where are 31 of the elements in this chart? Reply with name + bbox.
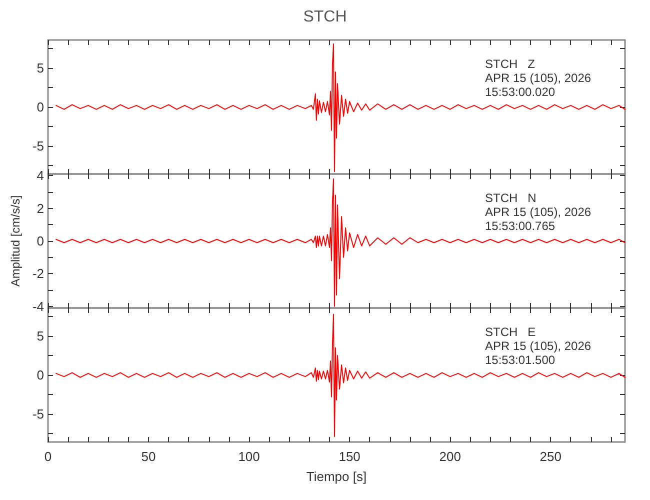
- y-tick-label: -5: [32, 406, 44, 422]
- y-tick-label: -4: [32, 298, 44, 314]
- y-tick-label: -5: [32, 138, 44, 154]
- annotation: 15:53:00.020: [485, 85, 556, 99]
- line-series: [56, 178, 626, 307]
- line-series: [56, 43, 626, 172]
- x-axis-title: Tiempo [s]: [306, 469, 367, 484]
- x-tick-label: 150: [338, 449, 360, 464]
- x-tick-label: 50: [141, 449, 156, 464]
- annotation: STCH Z: [485, 57, 535, 71]
- annotation: 15:53:00.765: [485, 219, 556, 233]
- y-tick-label: 0: [36, 100, 44, 114]
- y-tick-label: 4: [36, 168, 44, 184]
- y-tick-label: 0: [36, 234, 44, 248]
- x-tick-label: 250: [540, 449, 562, 464]
- x-tick-label: 100: [238, 449, 260, 464]
- annotation: APR 15 (105), 2026: [485, 71, 592, 85]
- annotation: 15:53:01.500: [485, 353, 556, 367]
- annotation: APR 15 (105), 2026: [485, 205, 592, 219]
- y-tick-label: 2: [36, 200, 44, 216]
- annotation: STCH N: [485, 191, 536, 205]
- chart-title: STCH: [303, 8, 347, 26]
- x-tick-label: 200: [439, 449, 461, 464]
- y-tick-label: 5: [36, 328, 44, 344]
- y-tick-label: 0: [36, 368, 44, 382]
- y-tick-label: 5: [36, 60, 44, 76]
- line-series: [56, 314, 626, 438]
- annotation: APR 15 (105), 2026: [485, 339, 592, 353]
- y-axis-title: Amplitud [cm/s/s]: [8, 195, 23, 287]
- y-tick-label: -2: [32, 266, 44, 282]
- annotation: STCH E: [485, 325, 536, 339]
